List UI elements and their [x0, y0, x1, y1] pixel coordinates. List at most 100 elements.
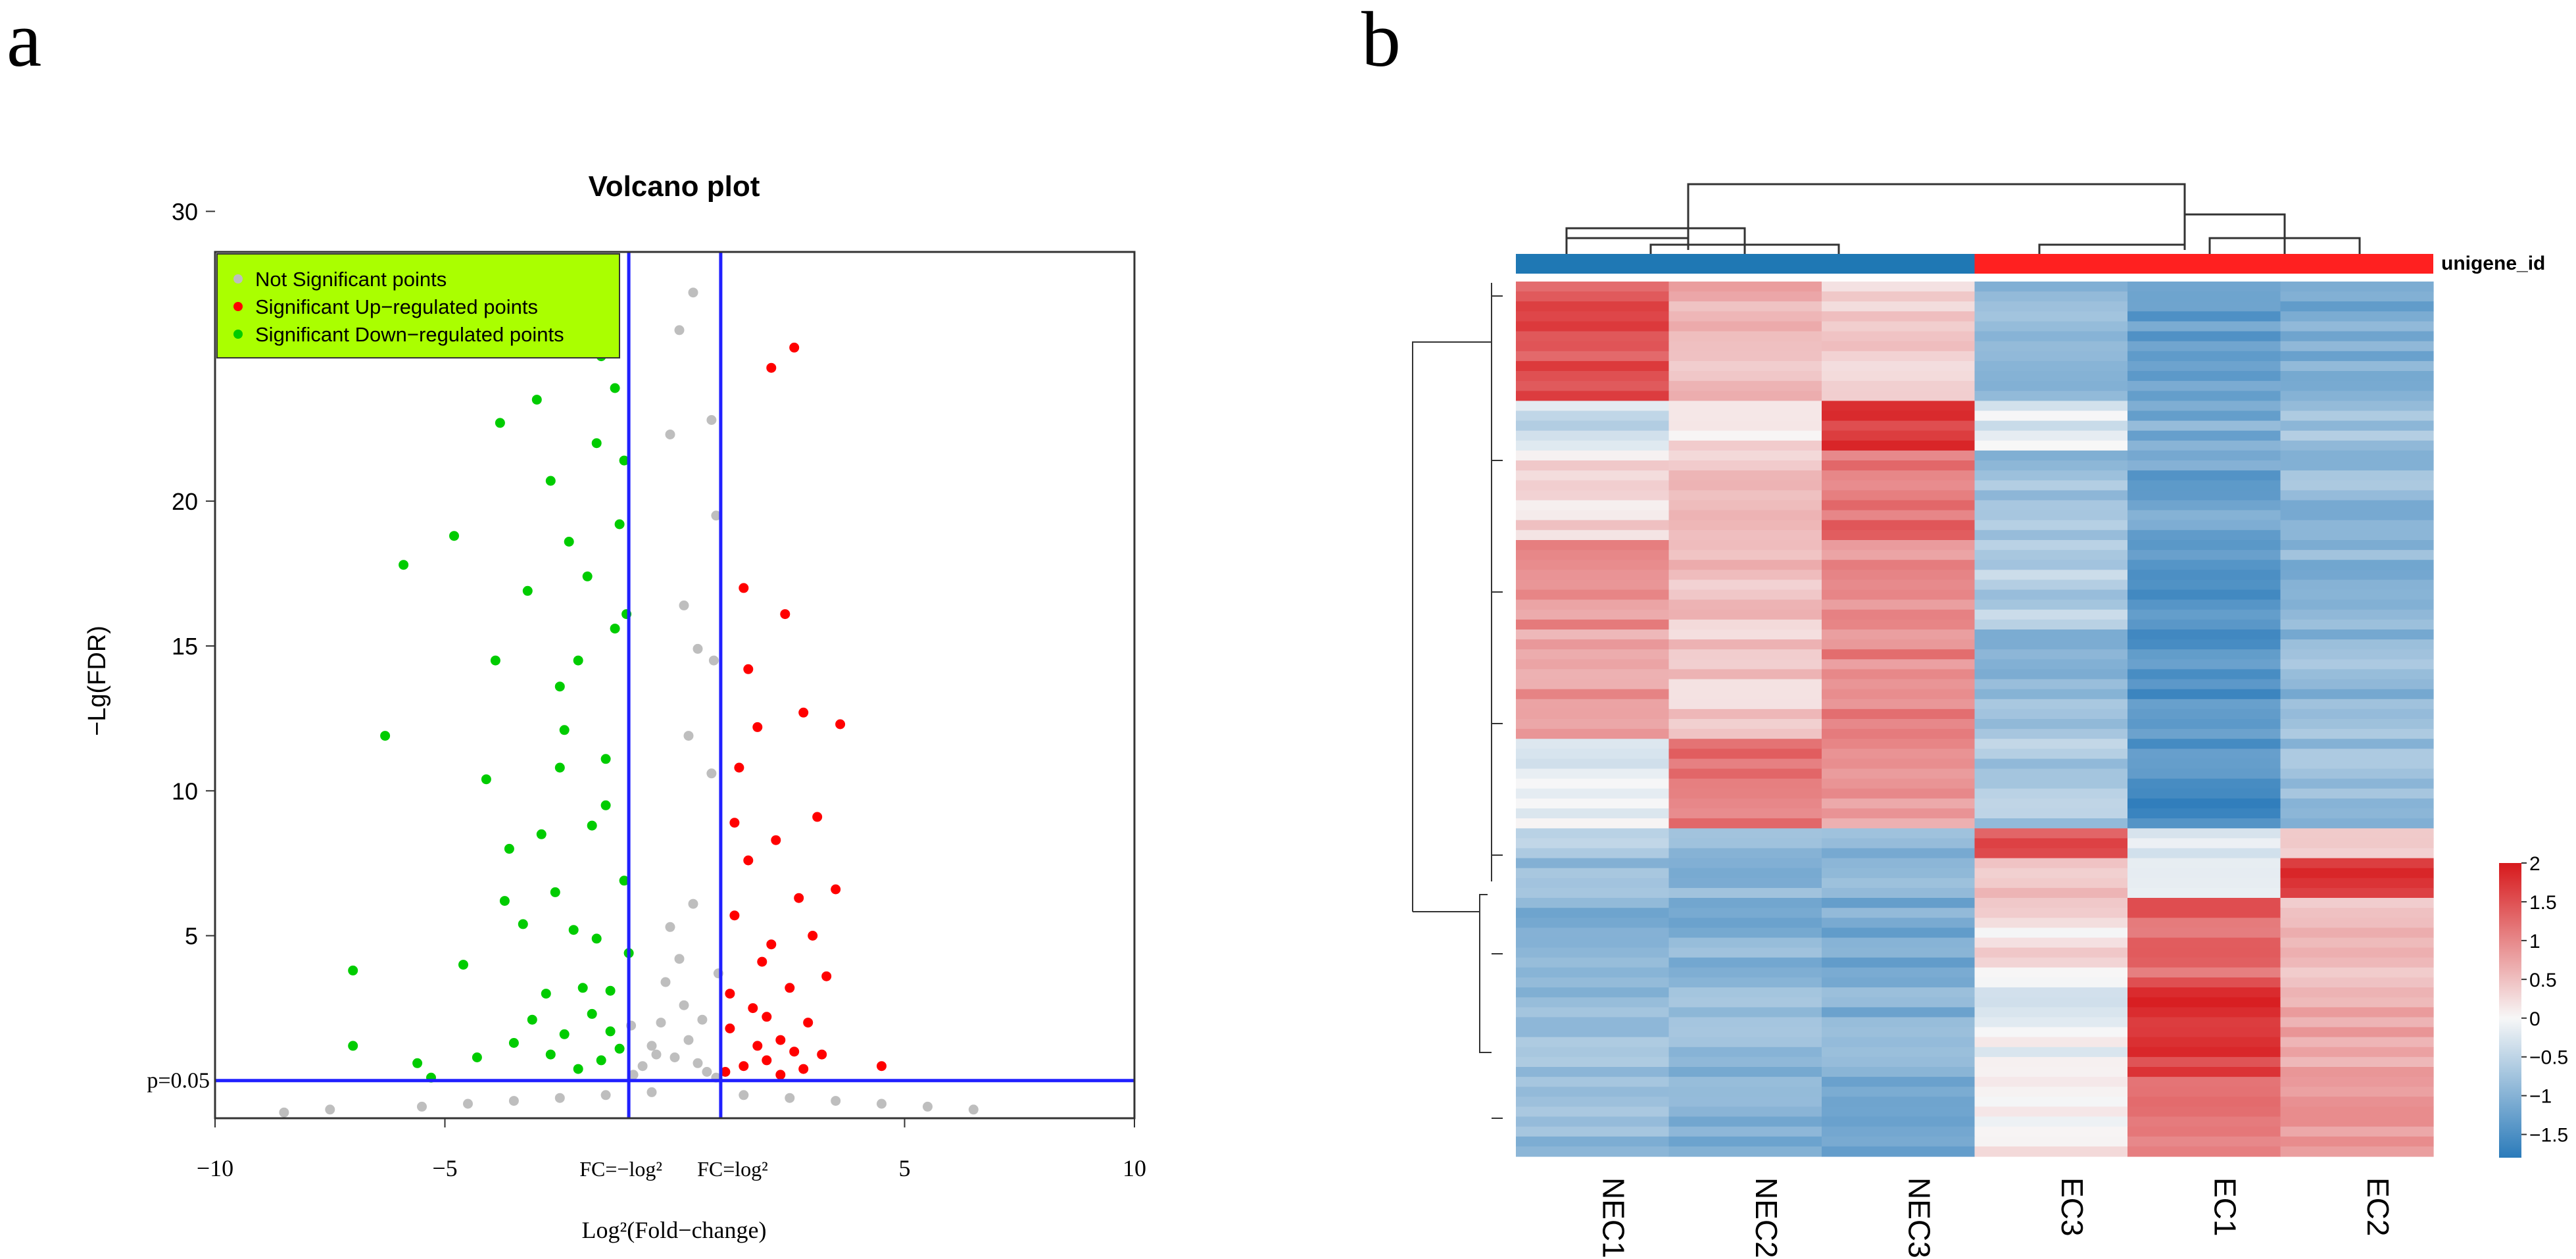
heatmap-cell	[1974, 967, 2128, 978]
heatmap-cell	[1516, 758, 1670, 770]
heatmap-cell	[2280, 808, 2434, 819]
heatmap-cell	[2127, 570, 2281, 580]
heatmap-cell	[2280, 838, 2434, 849]
heatmap-cell	[1974, 947, 2128, 958]
annotation-label: unigene_id	[2441, 253, 2545, 274]
heatmap-cell	[2127, 630, 2281, 640]
heatmap-cell	[1822, 371, 1976, 382]
heatmap-cell	[1822, 937, 1976, 949]
volcano-point	[541, 989, 551, 999]
heatmap-cell	[1974, 749, 2128, 759]
heatmap-cell	[2127, 1056, 2281, 1068]
heatmap-cell	[1974, 510, 2128, 521]
volcano-point	[522, 585, 533, 596]
heatmap-cell	[1668, 580, 1822, 591]
heatmap-cell	[2127, 560, 2281, 570]
heatmap-column-label: NEC2	[1749, 1177, 1784, 1258]
volcano-point	[702, 1067, 712, 1077]
heatmap-cell	[1516, 739, 1670, 749]
heatmap-cell	[1668, 619, 1822, 630]
heatmap-cell	[1516, 729, 1670, 739]
volcano-point	[527, 1014, 537, 1025]
heatmap-cell	[1516, 997, 1670, 1008]
heatmap-cell	[2127, 708, 2281, 720]
volcano-point	[665, 922, 675, 932]
volcano-point	[708, 655, 719, 666]
heatmap-cell	[1974, 420, 2128, 432]
heatmap-cell	[2280, 699, 2434, 710]
heatmap-cell	[2127, 490, 2281, 501]
volcano-point	[600, 1090, 611, 1100]
heatmap-cell	[2280, 1126, 2434, 1137]
volcano-point	[587, 1008, 597, 1019]
volcano-point	[831, 884, 841, 895]
heatmap-cell	[1516, 908, 1670, 918]
heatmap-cell	[1668, 858, 1822, 869]
heatmap-cell	[1822, 669, 1976, 680]
heatmap-cell	[1516, 719, 1670, 729]
heatmap-cell	[2127, 470, 2281, 481]
heatmap-cell	[1822, 301, 1976, 312]
heatmap-cell	[1516, 1136, 1670, 1147]
heatmap-cell	[1822, 918, 1976, 928]
heatmap-cell	[2127, 351, 2281, 362]
volcano-point	[619, 455, 629, 466]
heatmap-column-label: NEC3	[1902, 1177, 1936, 1258]
volcano-point	[785, 983, 795, 993]
colorbar-tick-label: 1	[2529, 931, 2540, 952]
heatmap-cell	[1516, 470, 1670, 481]
heatmap-cell	[2127, 500, 2281, 511]
heatmap-cell	[1516, 768, 1670, 779]
heatmap-cell	[2127, 282, 2281, 292]
volcano-point	[637, 1061, 648, 1072]
heatmap-cell	[1516, 828, 1670, 839]
heatmap-cell	[1822, 490, 1976, 501]
heatmap-cell	[2280, 937, 2434, 949]
heatmap-cell	[2280, 818, 2434, 829]
heatmap-cell	[1974, 937, 2128, 949]
heatmap-cell	[2280, 758, 2434, 770]
heatmap-column-label: EC2	[2361, 1177, 2395, 1236]
heatmap-cell	[1974, 1146, 2128, 1157]
heatmap-column-label: EC3	[2055, 1177, 2089, 1236]
heatmap-cell	[2127, 530, 2281, 541]
heatmap-cell	[1668, 898, 1822, 908]
heatmap-cell	[1668, 311, 1822, 322]
group-color-segment	[1516, 254, 1975, 274]
heatmap-cell	[2127, 887, 2281, 899]
volcano-point	[665, 430, 675, 439]
volcano-point	[697, 1014, 708, 1025]
heatmap-cell	[2127, 360, 2281, 372]
volcano-point	[417, 1101, 427, 1112]
volcano-point	[605, 985, 616, 996]
heatmap-cell	[2127, 420, 2281, 432]
heatmap-cell	[2127, 947, 2281, 958]
heatmap-cell	[1974, 500, 2128, 511]
volcano-legend: Not Significant points Significant Up−reg…	[216, 253, 620, 358]
heatmap-cell	[1822, 818, 1976, 829]
heatmap-cell	[2127, 1136, 2281, 1147]
heatmap-cell	[2280, 649, 2434, 660]
heatmap-cell	[2280, 729, 2434, 739]
volcano-point	[559, 1029, 570, 1039]
heatmap-cell	[1668, 351, 1822, 362]
heatmap-cell	[1516, 589, 1670, 601]
volcano-point	[688, 287, 698, 298]
heatmap-cell	[1974, 1077, 2128, 1087]
heatmap-cell	[1822, 291, 1976, 302]
heatmap-cell	[2127, 659, 2281, 670]
volcano-point	[968, 1104, 979, 1115]
heatmap-cell	[1516, 858, 1670, 869]
heatmap-cell	[1974, 679, 2128, 690]
volcano-point	[789, 1047, 800, 1057]
heatmap-cell	[1668, 758, 1822, 770]
heatmap-cell	[1668, 1077, 1822, 1087]
heatmap-cell	[2280, 1017, 2434, 1028]
heatmap-cell	[2280, 301, 2434, 312]
heatmap-cell	[1668, 778, 1822, 789]
heatmap-cell	[1668, 630, 1822, 640]
heatmap-cell	[1668, 729, 1822, 739]
heatmap-cell	[1974, 630, 2128, 640]
heatmap-cell	[2280, 291, 2434, 302]
volcano-point	[325, 1104, 335, 1115]
